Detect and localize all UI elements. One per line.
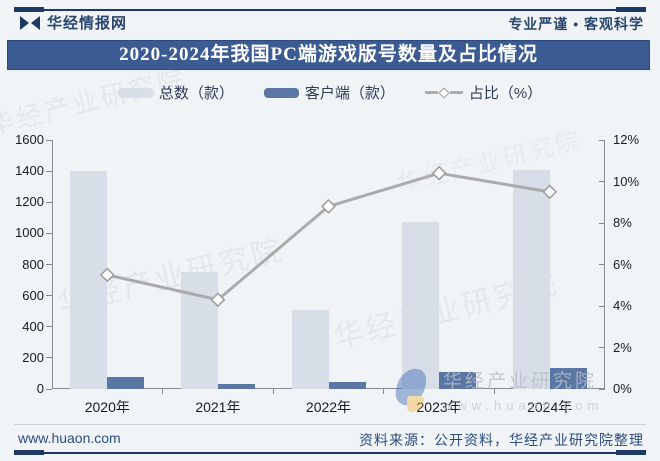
y-axis-right-tick (599, 347, 605, 348)
y-axis-right-tick-label: 2% (613, 339, 632, 355)
x-axis-category-label: 2022年 (305, 399, 352, 415)
y-axis-left-tick-label: 1200 (15, 194, 44, 210)
bar-total-2021年 (180, 271, 218, 389)
ratio-marker-2024年 (542, 184, 558, 200)
y-axis-right-tick-label: 6% (613, 256, 632, 272)
y-axis-left-tick (46, 139, 52, 141)
y-axis-left-tick-label: 1400 (15, 163, 44, 179)
legend-item-ratio: 占比（%） (424, 82, 543, 103)
ratio-marker-2020年 (99, 267, 115, 283)
y-axis-right-tick (599, 181, 605, 182)
legend-label: 占比（%） (468, 85, 543, 102)
x-axis-tick (272, 389, 274, 394)
y-axis-right-tick (599, 388, 605, 390)
top-rule-line (44, 9, 616, 11)
x-axis-tick (162, 389, 164, 394)
legend-label: 客户端（款） (304, 85, 395, 102)
x-axis-category-label: 2020年 (84, 399, 130, 415)
y-axis-left-tick-label: 1600 (15, 132, 44, 147)
ratio-line-marker-icon (424, 86, 463, 99)
ratio-line (106, 171, 550, 302)
y-axis-left-tick-label: 0 (36, 381, 44, 396)
y-axis-left-tick-label: 200 (22, 349, 44, 365)
y-axis-left-tick (46, 264, 52, 265)
bar-client-2022年 (328, 381, 366, 389)
y-axis-left-tick-label: 800 (22, 256, 44, 272)
y-axis-left-tick (46, 201, 52, 203)
x-axis-tick (493, 389, 495, 394)
legend-label: 总数（款） (158, 85, 234, 102)
bar-total-2023年 (402, 221, 440, 389)
y-axis-left-tick-label: 600 (22, 287, 44, 303)
y-axis-right-tick-label: 8% (613, 215, 632, 230)
x-axis-tick (383, 389, 385, 394)
legend-item-total: 总数（款） (117, 82, 234, 103)
ratio-marker-2021年 (210, 292, 226, 308)
y-axis-left-tick (46, 295, 52, 297)
bar-client-2021年 (217, 383, 255, 389)
top-rule-right-cap (616, 7, 646, 12)
y-axis-left-tick-label: 1000 (15, 225, 44, 241)
chart-legend: 总数（款） 客户端（款） 占比（%） (0, 82, 660, 103)
y-axis-right-tick-label: 0% (613, 381, 632, 396)
bar-client-2024年 (549, 368, 587, 389)
y-axis-left-tick-label: 400 (22, 318, 44, 334)
y-axis-left-tick (46, 232, 52, 234)
bottom-rule-right-cap (616, 450, 646, 455)
bar-total-2020年 (70, 171, 108, 389)
bar-client-2020年 (107, 376, 145, 389)
combo-chart-plot: 0 200 400 600 800 1000 1200 1400 1600 0% 2% 4% 6% 8% 1… (15, 132, 639, 415)
bottom-rule-line (44, 452, 616, 454)
bar-total-2024年 (512, 169, 550, 389)
brand-lockup: 华经情报网 (20, 12, 127, 33)
y-axis-right-tick-label: 12% (613, 132, 640, 147)
brand-slogan: 专业严谨 • 客观科学 (508, 16, 644, 32)
footer-website: www.huaon.com (18, 430, 121, 446)
y-axis-left (52, 140, 53, 389)
y-axis-left-tick (46, 388, 52, 390)
huajing-logo-icon (20, 15, 40, 30)
chart-title: 2020-2024年我国PC端游戏版号数量及占比情况 (7, 40, 650, 70)
y-axis-right-tick (599, 264, 605, 265)
bar-total-2022年 (291, 309, 329, 389)
x-axis-category-label: 2024年 (527, 399, 573, 415)
y-axis-right-tick-label: 4% (613, 298, 632, 313)
client-swatch-icon (263, 87, 299, 98)
total-swatch-icon (117, 87, 153, 98)
footer-divider (14, 424, 646, 425)
legend-item-client: 客户端（款） (263, 82, 395, 103)
ratio-line-series (99, 165, 558, 308)
top-rule-left-cap (14, 7, 44, 12)
y-axis-right-tick (599, 305, 605, 307)
y-axis-left-tick (46, 170, 52, 172)
ratio-marker-2022年 (321, 198, 336, 214)
brand-name: 华经情报网 (47, 15, 128, 32)
bar-client-2023年 (439, 371, 477, 389)
y-axis-right-tick (599, 139, 605, 141)
y-axis-right-tick-label: 10% (613, 173, 640, 189)
bottom-rule-left-cap (14, 450, 44, 455)
x-axis-category-label: 2021年 (195, 399, 241, 415)
x-axis-category-label: 2023年 (416, 399, 462, 415)
y-axis-right-tick (599, 222, 605, 224)
y-axis-left-tick (46, 357, 52, 359)
ratio-marker-2023年 (431, 165, 447, 181)
footer-source: 资料来源：公开资料，华经产业研究院整理 (359, 432, 644, 448)
y-axis-left-tick (46, 326, 52, 328)
